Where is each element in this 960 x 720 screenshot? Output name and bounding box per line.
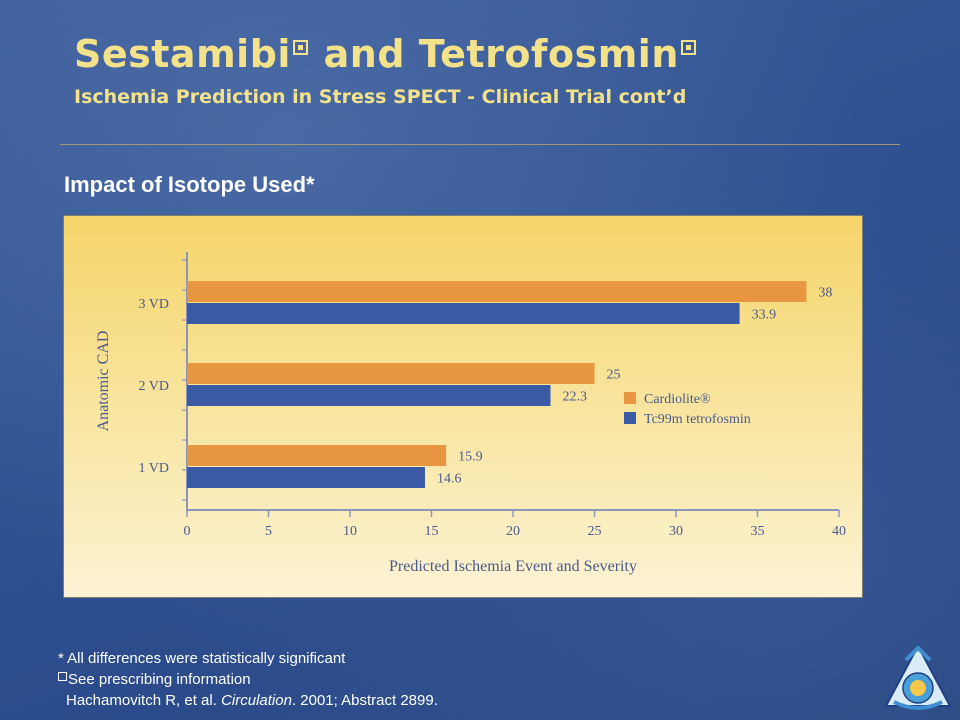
bar [187,445,447,466]
company-logo-icon [884,644,952,710]
bar [187,281,807,302]
y-category-label: 1 VD [139,461,169,476]
legend-swatch [624,412,636,424]
bar [187,467,425,488]
registered-mark-icon [58,672,67,681]
footnote-prescribing: See prescribing information [58,669,438,690]
legend-swatch [624,392,636,404]
reference-rest: . 2001; Abstract 2899. [291,692,438,709]
y-axis-title: Anatomic CAD [95,331,112,432]
y-category-label: 3 VD [139,297,169,312]
y-category-label: 2 VD [139,379,169,394]
x-tick-label: 0 [184,524,191,539]
data-label: 38 [818,286,832,301]
registered-mark-icon [292,40,308,55]
x-tick-label: 15 [425,524,439,539]
title-sestamibi: Sestamibi [74,32,291,76]
slide-subtitle: Ischemia Prediction in Stress SPECT - Cl… [74,86,687,108]
x-tick-label: 5 [265,524,272,539]
x-tick-label: 25 [588,524,602,539]
chart-panel: 0 5 10 15 20 25 30 35 40 3 VD 38 33.9 2 VD 25 22.3 1 VD… [63,215,863,598]
reference-authors: Hachamovitch R, et al. [66,692,222,709]
footnote-significance: * All differences were statistically sig… [58,650,346,667]
data-label: 15.9 [458,450,483,465]
bar-chart: 0 5 10 15 20 25 30 35 40 3 VD 38 33.9 2 VD 25 22.3 1 VD… [95,252,846,575]
bar [187,385,551,406]
bar [187,303,740,324]
data-label: 33.9 [752,308,777,323]
reference-journal: Circulation [221,692,292,709]
footnote-reference: Hachamovitch R, et al. Circulation. 2001… [58,690,438,711]
data-label: 22.3 [562,390,587,405]
bar [187,363,595,384]
slide-title: Sestamibi and Tetrofosmin [74,32,698,76]
footnotes: * All differences were statistically sig… [58,648,438,711]
x-tick-label: 35 [751,524,765,539]
x-tick-label: 10 [343,524,357,539]
x-tick-label: 40 [832,524,846,539]
x-tick-label: 20 [506,524,520,539]
title-tetrofosmin: and Tetrofosmin [309,32,679,76]
title-divider [60,144,900,145]
legend-label: Tc99m tetrofosmin [644,412,751,427]
data-label: 14.6 [437,472,462,487]
legend-label: Cardiolite® [644,392,711,407]
registered-mark-icon [680,40,696,55]
footnote-prescribing-text: See prescribing information [68,671,251,688]
x-tick-label: 30 [669,524,683,539]
x-axis-title: Predicted Ischemia Event and Severity [389,558,637,575]
section-heading: Impact of Isotope Used* [64,172,315,197]
data-label: 25 [607,368,621,383]
